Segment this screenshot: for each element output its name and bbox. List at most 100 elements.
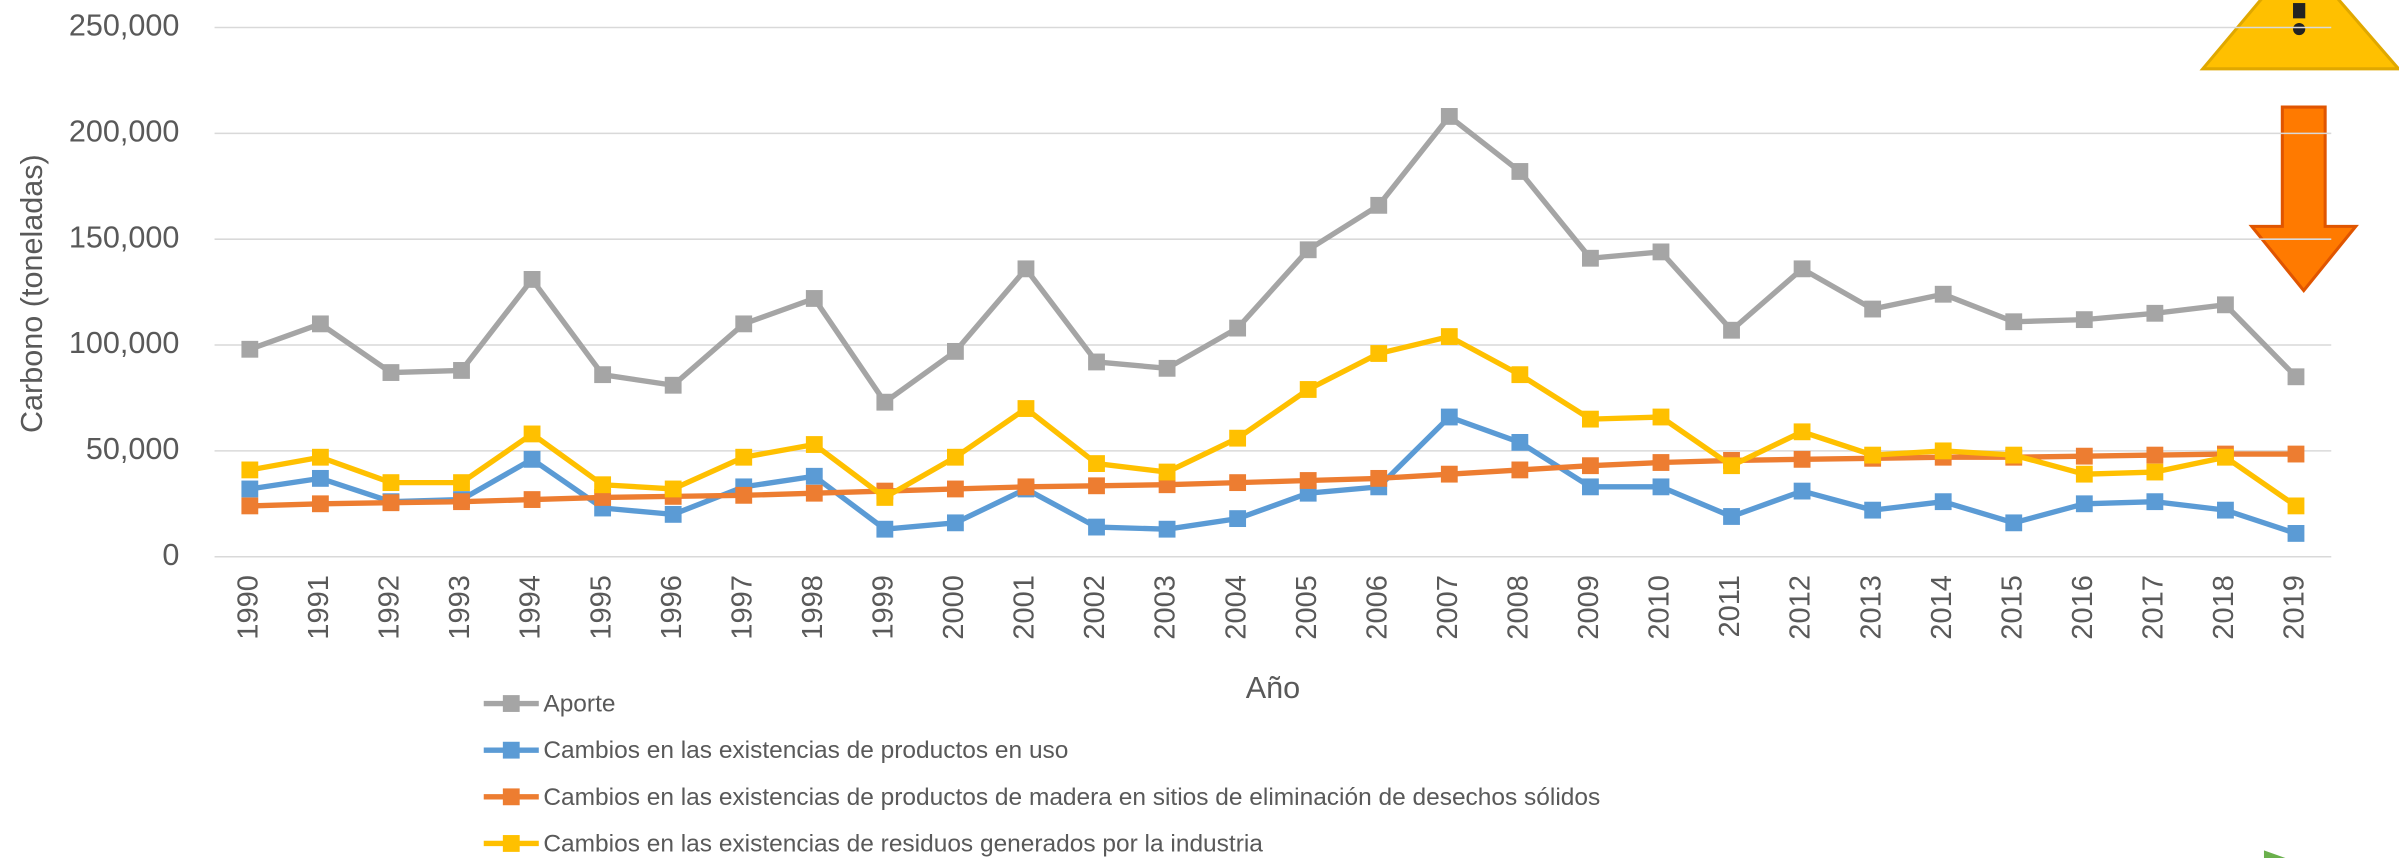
series-marker bbox=[665, 377, 682, 394]
x-tick-label: 1991 bbox=[303, 575, 335, 640]
y-tick-label: 250,000 bbox=[69, 9, 180, 43]
x-tick-label: 2018 bbox=[2208, 575, 2240, 640]
series-marker bbox=[312, 470, 329, 487]
x-tick-label: 1992 bbox=[374, 575, 406, 640]
series-marker bbox=[1441, 328, 1458, 345]
series-marker bbox=[806, 290, 823, 307]
series-marker bbox=[1582, 411, 1599, 428]
series-marker bbox=[1088, 354, 1105, 371]
y-tick-label: 0 bbox=[162, 538, 179, 572]
y-tick-label: 200,000 bbox=[69, 114, 180, 148]
x-tick-label: 2017 bbox=[2138, 575, 2170, 640]
series-marker bbox=[1794, 423, 1811, 440]
series-marker bbox=[1864, 301, 1881, 318]
series-marker bbox=[1441, 108, 1458, 125]
series-marker bbox=[1582, 457, 1599, 474]
series-marker bbox=[2076, 466, 2093, 483]
series-marker bbox=[1511, 366, 1528, 383]
x-tick-label: 2007 bbox=[1432, 575, 1464, 640]
series-marker bbox=[1723, 322, 1740, 339]
series-marker bbox=[453, 362, 470, 379]
series-marker bbox=[383, 494, 400, 511]
x-tick-label: 2013 bbox=[1855, 575, 1887, 640]
series-marker bbox=[2217, 296, 2234, 313]
series-marker bbox=[1864, 502, 1881, 519]
series-marker bbox=[524, 491, 541, 508]
x-tick-label: 1996 bbox=[656, 575, 688, 640]
series-marker bbox=[1229, 510, 1246, 527]
series-marker bbox=[1300, 472, 1317, 489]
page: {"chart_data": {"type": "line", "x_label… bbox=[0, 0, 2399, 858]
series-marker bbox=[1018, 478, 1035, 495]
legend-label: Cambios en las existencias de productos … bbox=[543, 784, 1600, 811]
series-marker bbox=[947, 514, 964, 531]
series-marker bbox=[594, 366, 611, 383]
series-marker bbox=[241, 341, 258, 358]
series-marker bbox=[806, 436, 823, 453]
series-marker bbox=[947, 449, 964, 466]
x-tick-label: 2000 bbox=[938, 575, 970, 640]
series-marker bbox=[1653, 478, 1670, 495]
series-marker bbox=[2146, 464, 2163, 481]
x-tick-label: 2014 bbox=[1926, 575, 1958, 640]
x-tick-label: 2015 bbox=[1996, 575, 2028, 640]
legend-marker bbox=[503, 835, 520, 852]
series-marker bbox=[1723, 457, 1740, 474]
series-marker bbox=[2288, 368, 2305, 385]
legend-label: Cambios en las existencias de productos … bbox=[543, 737, 1068, 764]
series-marker bbox=[735, 315, 752, 332]
series-marker bbox=[453, 474, 470, 491]
series-marker bbox=[806, 468, 823, 485]
series-marker bbox=[1159, 521, 1176, 538]
y-tick-label: 100,000 bbox=[69, 326, 180, 360]
series-marker bbox=[1653, 409, 1670, 426]
x-tick-label: 2010 bbox=[1644, 575, 1676, 640]
y-axis-label: Carbono (toneladas) bbox=[15, 154, 49, 433]
series-marker bbox=[1511, 462, 1528, 479]
y-tick-label: 50,000 bbox=[86, 432, 180, 466]
series-marker bbox=[2005, 514, 2022, 531]
x-tick-label: 2003 bbox=[1150, 575, 1182, 640]
series-marker bbox=[876, 489, 893, 506]
series-marker bbox=[1582, 478, 1599, 495]
y-tick-label: 150,000 bbox=[69, 220, 180, 254]
series-marker bbox=[1229, 474, 1246, 491]
series-marker bbox=[1441, 466, 1458, 483]
series-marker bbox=[2288, 446, 2305, 463]
series-marker bbox=[1088, 519, 1105, 536]
series-marker bbox=[1935, 493, 1952, 510]
legend-marker bbox=[503, 695, 520, 712]
x-tick-label: 1998 bbox=[797, 575, 829, 640]
legend-marker bbox=[503, 742, 520, 759]
x-tick-label: 1993 bbox=[444, 575, 476, 640]
series-marker bbox=[1794, 451, 1811, 468]
series-marker bbox=[2076, 495, 2093, 512]
x-tick-label: 1999 bbox=[868, 575, 900, 640]
series-marker bbox=[1653, 454, 1670, 471]
series-marker bbox=[1159, 360, 1176, 377]
series-marker bbox=[383, 364, 400, 381]
series-marker bbox=[241, 481, 258, 498]
series-marker bbox=[1441, 409, 1458, 426]
series-marker bbox=[1864, 447, 1881, 464]
warning-icon bbox=[2203, 0, 2399, 69]
series-marker bbox=[1582, 250, 1599, 267]
series-marker bbox=[2217, 449, 2234, 466]
x-tick-label: 1990 bbox=[233, 575, 265, 640]
series-marker bbox=[241, 462, 258, 479]
series-marker bbox=[2288, 497, 2305, 514]
x-tick-label: 1995 bbox=[585, 575, 617, 640]
series-marker bbox=[876, 521, 893, 538]
series-marker bbox=[1300, 241, 1317, 258]
series-marker bbox=[1794, 483, 1811, 500]
legend-label: Aporte bbox=[543, 691, 615, 718]
series-line bbox=[250, 454, 2296, 506]
series-marker bbox=[1935, 442, 1952, 459]
x-tick-label: 2004 bbox=[1220, 575, 1252, 640]
series-marker bbox=[524, 271, 541, 288]
series-marker bbox=[2146, 447, 2163, 464]
series-marker bbox=[1794, 260, 1811, 277]
series-marker bbox=[2288, 525, 2305, 542]
series-marker bbox=[1229, 430, 1246, 447]
x-tick-label: 2008 bbox=[1503, 575, 1535, 640]
